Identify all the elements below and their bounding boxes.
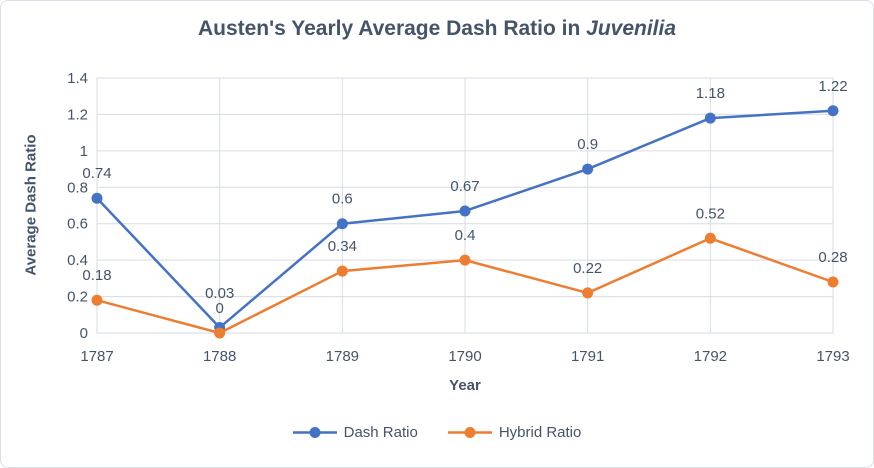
x-tick-label: 1791 [571,348,604,365]
chart-container: Austen's Yearly Average Dash Ratio in Ju… [0,0,874,468]
y-tick-label: 0 [80,325,88,342]
y-tick-label: 1 [80,143,88,160]
data-point-marker-hybrid-ratio [460,255,471,266]
legend-item-dash-ratio: Dash Ratio [293,424,418,441]
x-tick-label: 1793 [816,348,849,365]
legend-swatch-dash-ratio [293,426,337,439]
data-label-dash-ratio: 1.18 [696,85,725,102]
data-point-marker-hybrid-ratio [337,266,348,277]
x-tick-label: 1792 [694,348,727,365]
data-label-hybrid-ratio: 0 [215,300,223,317]
y-tick-label: 0.2 [67,289,88,306]
y-tick-label: 1.2 [67,106,88,123]
x-axis-title: Year [97,377,833,394]
plot-svg: 00.20.40.60.811.21.417871788178917901791… [1,1,874,468]
legend-swatch-hybrid-ratio [448,426,492,439]
data-point-marker-dash-ratio [92,193,103,204]
data-label-dash-ratio: 0.67 [450,178,479,195]
data-label-hybrid-ratio: 0.22 [573,260,602,277]
data-label-dash-ratio: 0.9 [577,136,598,153]
data-point-marker-dash-ratio [828,105,839,116]
data-label-hybrid-ratio: 0.34 [328,238,357,255]
data-point-marker-hybrid-ratio [92,295,103,306]
data-label-dash-ratio: 0.6 [332,191,353,208]
data-label-hybrid-ratio: 0.52 [696,205,725,222]
x-tick-label: 1787 [80,348,113,365]
data-label-hybrid-ratio: 0.18 [82,267,111,284]
data-label-dash-ratio: 0.74 [82,165,111,182]
legend: Dash Ratio Hybrid Ratio [1,424,873,441]
x-tick-label: 1790 [448,348,481,365]
x-tick-label: 1789 [326,348,359,365]
legend-label-hybrid-ratio: Hybrid Ratio [499,424,582,441]
data-point-marker-dash-ratio [582,164,593,175]
data-point-marker-dash-ratio [337,218,348,229]
legend-item-hybrid-ratio: Hybrid Ratio [448,424,582,441]
data-label-hybrid-ratio: 0.28 [818,249,847,266]
y-tick-label: 1.4 [67,70,88,87]
y-tick-label: 0.6 [67,216,88,233]
data-point-marker-hybrid-ratio [214,328,225,339]
data-point-marker-hybrid-ratio [705,233,716,244]
data-label-hybrid-ratio: 0.4 [455,227,476,244]
data-point-marker-hybrid-ratio [828,277,839,288]
data-point-marker-dash-ratio [460,205,471,216]
data-point-marker-hybrid-ratio [582,287,593,298]
x-tick-label: 1788 [203,348,236,365]
data-point-marker-dash-ratio [705,113,716,124]
legend-label-dash-ratio: Dash Ratio [344,424,418,441]
data-label-dash-ratio: 1.22 [818,78,847,95]
